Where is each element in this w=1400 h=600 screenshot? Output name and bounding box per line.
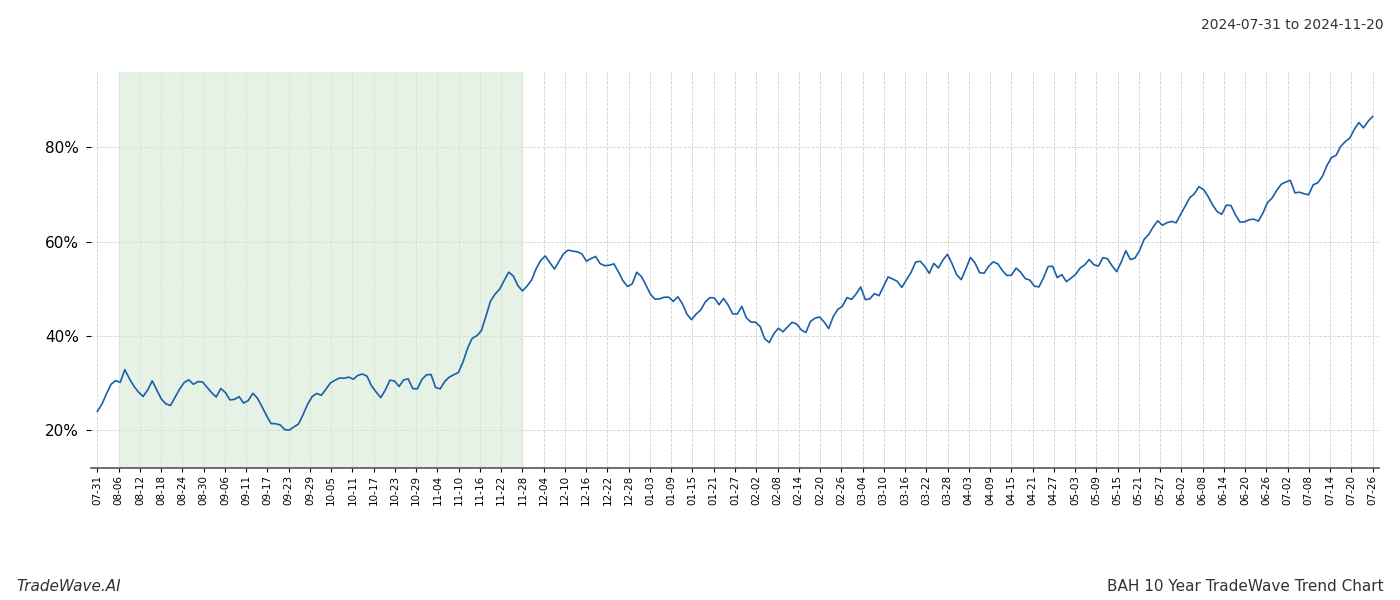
Bar <box>119 72 522 468</box>
Text: 2024-07-31 to 2024-11-20: 2024-07-31 to 2024-11-20 <box>1201 18 1383 32</box>
Text: BAH 10 Year TradeWave Trend Chart: BAH 10 Year TradeWave Trend Chart <box>1106 579 1383 594</box>
Text: TradeWave.AI: TradeWave.AI <box>17 579 122 594</box>
